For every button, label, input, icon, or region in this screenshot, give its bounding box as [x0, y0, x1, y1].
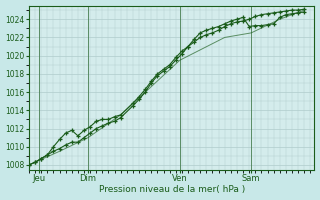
X-axis label: Pression niveau de la mer( hPa ): Pression niveau de la mer( hPa ) [99, 185, 245, 194]
